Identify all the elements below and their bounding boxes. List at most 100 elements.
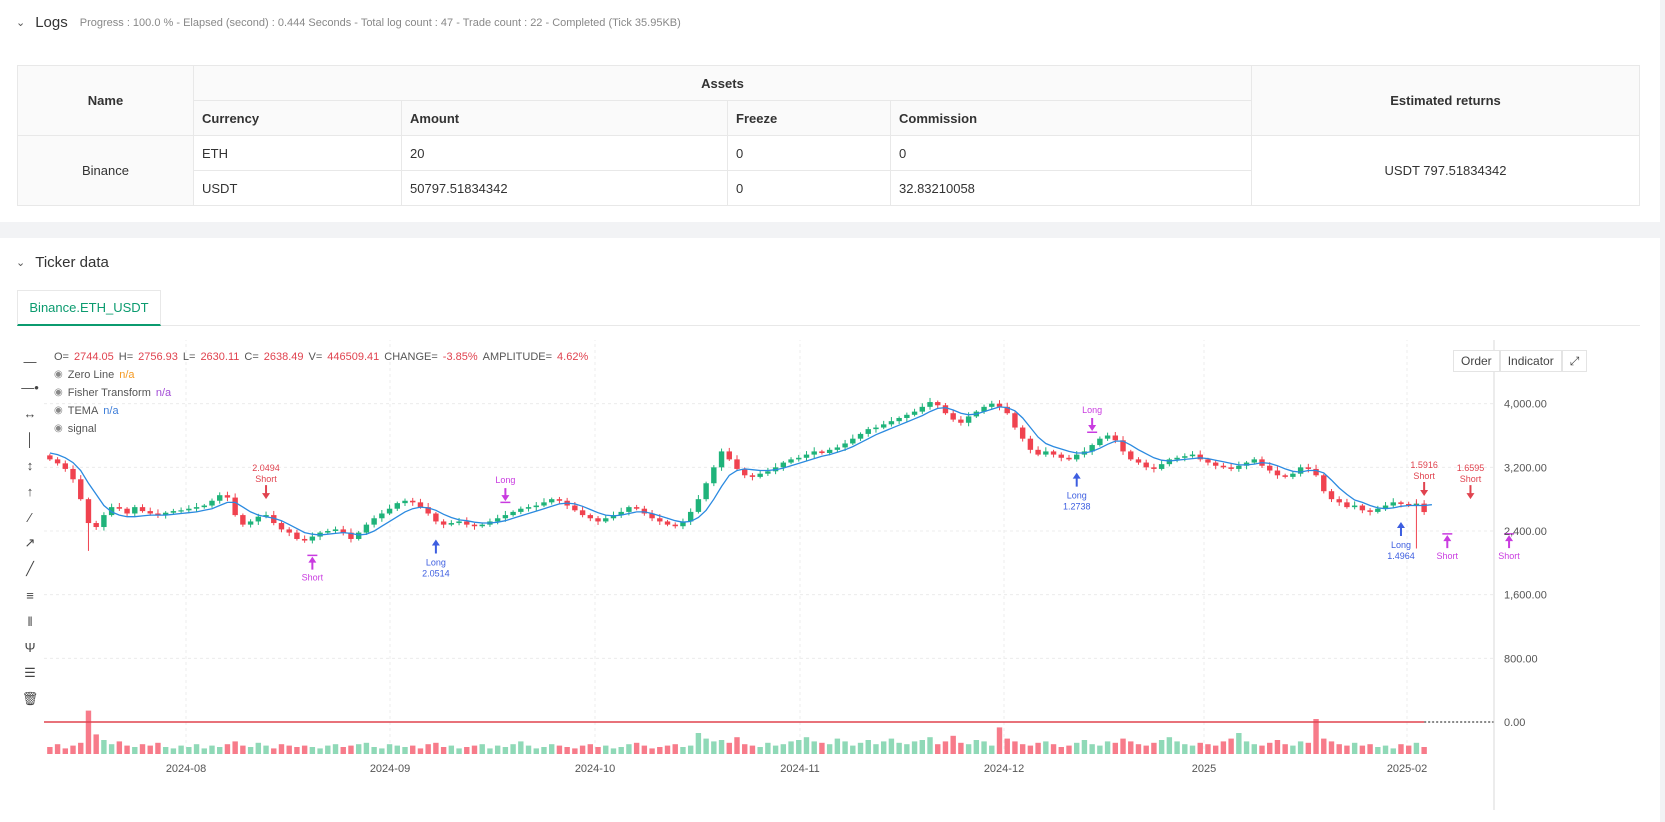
pitchfork-icon[interactable]: Ψ: [24, 639, 36, 655]
volume-bar: [108, 744, 115, 754]
candle-body: [379, 513, 385, 519]
chart-legend: O= 2744.05 H= 2756.93 L= 2630.11 C= 2638.49 …: [54, 348, 588, 438]
candle-body: [996, 403, 1003, 407]
candle-body: [1019, 427, 1026, 439]
fib-levels-icon[interactable]: ☰: [24, 665, 36, 680]
volume-bar: [1321, 738, 1327, 754]
candle-body: [502, 515, 509, 519]
tab-binance-eth-usdt[interactable]: Binance.ETH_USDT: [17, 290, 161, 326]
ticker-header[interactable]: ⌄ Ticker data: [16, 254, 109, 271]
volume-bar: [1143, 745, 1149, 754]
candle-body: [340, 529, 346, 533]
volume-bar: [826, 744, 833, 754]
volume-bar: [1035, 742, 1041, 754]
candle-body: [1012, 413, 1018, 428]
legend-item-zero-line[interactable]: ◉ Zero Line n/a: [54, 366, 588, 384]
indicator-button[interactable]: Indicator: [1499, 350, 1562, 372]
volume-bar: [510, 744, 516, 754]
logs-header[interactable]: ⌄ Logs Progress : 100.0 % - Elapsed (sec…: [16, 14, 681, 31]
vertical-segment-icon[interactable]: ↕: [26, 457, 34, 473]
c-value: 2638.49: [263, 351, 304, 363]
legend-item-tema[interactable]: ◉ TEMA n/a: [54, 402, 588, 420]
volume-bar: [657, 747, 663, 754]
volume-bar: [363, 742, 370, 754]
volume-bar: [533, 748, 539, 754]
candle-body: [1135, 459, 1142, 463]
currency-cell: ETH: [193, 135, 402, 171]
volume-bar: [240, 745, 246, 754]
volume-bar: [965, 744, 972, 754]
extended-line-icon[interactable]: ↔: [23, 405, 37, 421]
candle-body: [1236, 465, 1242, 469]
eye-icon[interactable]: ◉: [54, 369, 63, 380]
candle-body: [1405, 503, 1412, 506]
section-divider: [0, 222, 1660, 238]
legend-value: n/a: [155, 387, 172, 399]
candle-body: [981, 406, 987, 412]
volume-bar: [402, 747, 408, 754]
volume-bar: [742, 744, 748, 754]
candle-body: [633, 507, 640, 509]
signal-value: 1.5916: [1410, 460, 1438, 470]
vertical-line-icon[interactable]: │: [25, 431, 35, 447]
candlestick-chart[interactable]: 2.0494ShortShortLong2.0514LongLongLong1.…: [44, 340, 1660, 822]
returns-header: Estimated returns: [1251, 65, 1640, 136]
time-axis: 2024-08 2024-09 2024-10 2024-11 2024-12 2025 2…: [166, 763, 1427, 775]
long-arrow: [431, 539, 440, 554]
change-value: -3.85%: [442, 351, 478, 363]
volume-bar: [224, 744, 231, 754]
candle-body: [325, 531, 331, 533]
volume-bar: [147, 745, 153, 754]
candle-body: [880, 424, 887, 428]
fullscreen-icon[interactable]: ⤢: [1561, 350, 1588, 372]
eye-icon[interactable]: ◉: [54, 387, 63, 398]
trend-line-icon[interactable]: ∕: [28, 509, 32, 525]
candle-body: [1390, 502, 1396, 506]
volume-bar: [132, 747, 138, 754]
eye-icon[interactable]: ◉: [54, 423, 63, 434]
volume-bar: [803, 737, 810, 754]
eye-icon[interactable]: ◉: [54, 405, 63, 416]
parallel-channel-icon[interactable]: ‖: [27, 613, 33, 629]
volume-bar: [410, 745, 416, 754]
horizontal-ray-icon[interactable]: —•: [21, 379, 39, 395]
candle-body: [348, 532, 354, 539]
legend-item-fisher[interactable]: ◉ Fisher Transform n/a: [54, 384, 588, 402]
volume-bar: [1066, 745, 1072, 754]
volume-bar: [62, 748, 69, 754]
volume-bar: [193, 744, 200, 754]
volume-bar: [610, 748, 617, 754]
vertical-ray-icon[interactable]: ↑: [26, 483, 34, 499]
candle-body: [1027, 438, 1034, 450]
volume-bar: [1243, 741, 1250, 754]
trend-ray-icon[interactable]: ↗: [24, 535, 36, 550]
candle-body: [70, 468, 76, 480]
volume-bar: [595, 747, 601, 754]
volume-bar: [626, 744, 632, 754]
volume-bar: [1012, 741, 1018, 754]
candle-body: [1074, 454, 1080, 460]
candle-body: [595, 518, 601, 522]
exit-arrow: [500, 488, 511, 504]
currency-cell: USDT: [193, 170, 402, 206]
signal-label: Long: [1391, 540, 1411, 550]
chevron-down-icon[interactable]: ⌄: [16, 257, 26, 269]
candle-body: [456, 521, 462, 524]
order-button[interactable]: Order: [1453, 350, 1500, 372]
volume-bar: [355, 744, 362, 754]
candle-body: [603, 518, 609, 522]
volume-bar: [371, 747, 377, 754]
v-value: 446509.41: [327, 351, 380, 363]
volume-bar: [579, 745, 586, 754]
legend-item-signal[interactable]: ◉ signal: [54, 420, 588, 438]
line-segment-icon[interactable]: ╱: [26, 561, 34, 576]
candle-body: [703, 483, 709, 500]
trade-signals: 2.0494ShortShortLong2.0514LongLongLong1.…: [252, 405, 1520, 583]
candle-body: [857, 433, 864, 439]
chevron-down-icon[interactable]: ⌄: [16, 17, 26, 29]
candle-body: [54, 459, 61, 464]
price-range-icon[interactable]: ≡: [26, 587, 34, 603]
horizontal-line-icon[interactable]: —: [23, 353, 37, 369]
volume-bar: [1236, 733, 1242, 754]
trash-icon[interactable]: 🗑: [21, 691, 39, 706]
